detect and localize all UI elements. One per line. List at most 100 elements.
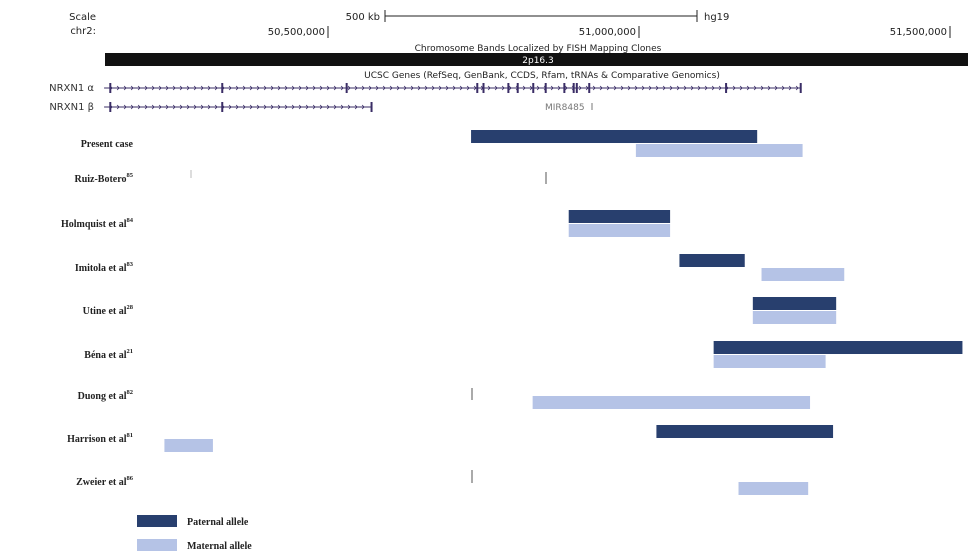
exon-mark [370,102,373,112]
strand-arrow [214,104,218,110]
strand-arrow [298,85,302,91]
strand-arrow [781,85,785,91]
exon-mark [476,83,479,93]
case-name: Ruiz-Botero [74,174,126,185]
maternal-allele-segment [532,396,811,409]
strand-arrow [655,85,659,91]
strand-arrow [123,104,127,110]
exon-mark [572,83,575,93]
strand-arrow [788,85,792,91]
gene-name: NRXN1 β [49,102,94,113]
paternal-allele-segment [568,210,671,223]
strand-arrow [249,85,253,91]
strand-arrow [417,85,421,91]
strand-arrow [445,85,449,91]
bands-track-title: Chromosome Bands Localized by FISH Mappi… [415,44,662,54]
strand-arrow [179,85,183,91]
strand-arrow [200,85,204,91]
exon-mark [575,83,578,93]
strand-arrow [151,104,155,110]
strand-arrow [172,104,176,110]
strand-arrow [207,85,211,91]
strand-arrow [256,104,260,110]
strand-arrow [326,104,330,110]
legend-swatch-maternal [137,539,177,551]
strand-arrow [165,104,169,110]
exon-mark [109,83,112,93]
strand-arrow [683,85,687,91]
case-label: Duong et al82 [78,389,133,402]
strand-arrow [228,104,232,110]
strand-arrow [186,104,190,110]
case-reference: 86 [127,475,134,482]
strand-arrow [410,85,414,91]
strand-arrow [578,85,582,91]
strand-arrow [137,104,141,110]
exon-mark [544,83,547,93]
strand-arrow [326,85,330,91]
legend-label: Paternal allele [187,517,249,528]
case-reference: 21 [127,348,134,355]
strand-arrow [375,85,379,91]
maternal-allele-segment [738,482,809,495]
exon-mark [345,83,348,93]
case-reference: 83 [127,261,134,268]
strand-arrow [606,85,610,91]
gene-name: NRXN1 α [49,83,94,94]
coordinate-ruler: 50,500,000 51,000,000 51,500,000 [268,26,951,38]
case-reference: 82 [127,389,134,396]
strand-arrow [389,85,393,91]
strand-arrow [291,104,295,110]
strand-arrow [179,104,183,110]
case-name: Zweier et al [76,477,127,488]
strand-arrow [711,85,715,91]
paternal-allele-segment [713,341,963,354]
strand-arrow [284,85,288,91]
paternal-allele-segment [752,297,837,310]
strand-arrow [718,85,722,91]
strand-arrow [158,85,162,91]
case-label: Harrison et al81 [67,432,133,445]
case-label: Zweier et al86 [76,475,134,488]
case-label: Béna et al21 [84,348,133,361]
strand-arrow [487,85,491,91]
strand-arrow [277,104,281,110]
case-label: Holmquist et al84 [61,217,134,230]
strand-arrow [396,85,400,91]
scale-label: Scale [69,12,96,23]
strand-arrow [620,85,624,91]
strand-arrow [403,85,407,91]
strand-arrow [144,104,148,110]
strand-arrow [144,85,148,91]
paternal-allele-segment [679,254,745,267]
strand-arrow [305,104,309,110]
case-label: Present case [81,139,134,150]
strand-arrow [312,85,316,91]
strand-arrow [774,85,778,91]
strand-arrow [165,85,169,91]
strand-arrow [116,85,120,91]
legend-swatch-paternal [137,515,177,527]
strand-arrow [263,85,267,91]
strand-arrow [613,85,617,91]
strand-arrow [263,104,267,110]
strand-arrow [242,104,246,110]
strand-arrow [760,85,764,91]
strand-arrow [193,104,197,110]
ruler-tick-label: 51,500,000 [890,27,947,38]
strand-arrow [732,85,736,91]
strand-arrow [207,104,211,110]
chr-label: chr2: [70,26,96,37]
strand-arrow [270,104,274,110]
maternal-allele-segment [713,355,826,368]
strand-arrow [669,85,673,91]
strand-arrow [746,85,750,91]
maternal-allele-segment [635,144,803,157]
genes-track-title: UCSC Genes (RefSeq, GenBank, CCDS, Rfam,… [364,71,720,81]
strand-arrow [291,85,295,91]
strand-arrow [662,85,666,91]
strand-arrow [704,85,708,91]
maternal-allele-segment [761,268,845,281]
case-name: Present case [81,139,134,150]
strand-arrow [130,104,134,110]
